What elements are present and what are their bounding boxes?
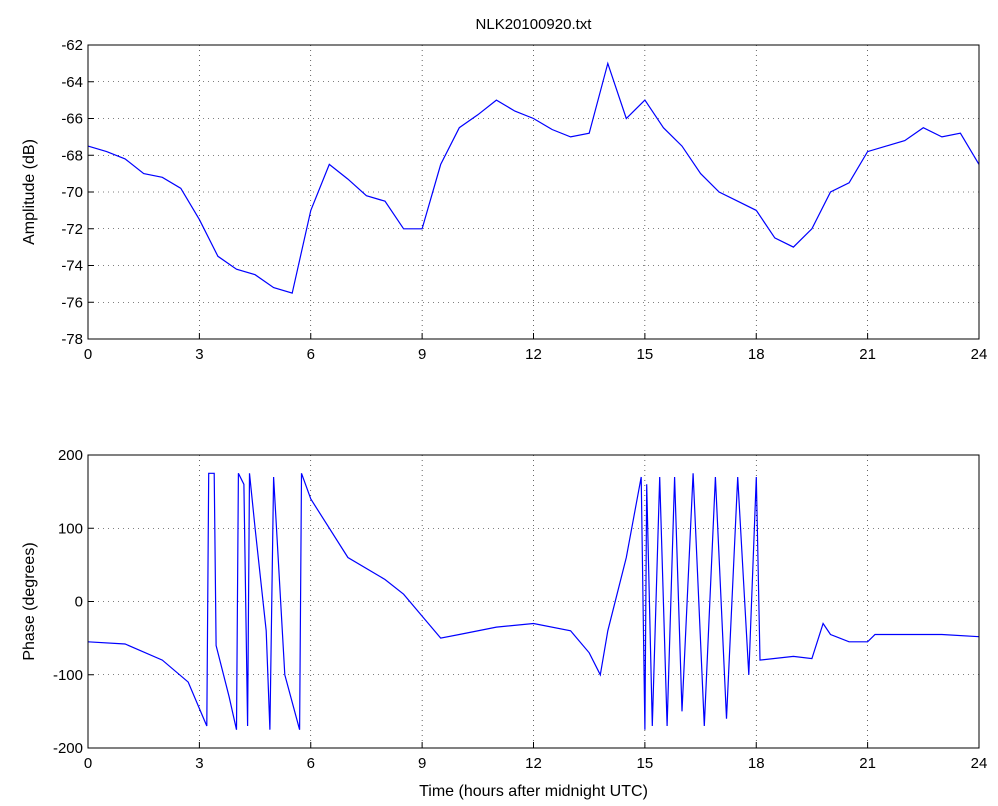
y-tick-label: 200	[58, 447, 83, 464]
y-axis-label: Amplitude (dB)	[21, 139, 38, 245]
axes-frame	[87, 44, 980, 340]
x-tick-label: 12	[525, 346, 542, 363]
x-tick-label: 15	[637, 346, 654, 363]
x-tick-label: 24	[971, 346, 988, 363]
x-tick-label: 9	[418, 755, 426, 772]
x-tick-label: 9	[418, 346, 426, 363]
x-tick-label: 21	[859, 346, 876, 363]
x-tick-label: 18	[748, 755, 765, 772]
y-axis-label: Phase (degrees)	[21, 542, 38, 660]
y-tick-label: -64	[61, 74, 83, 91]
x-tick-label: 6	[307, 346, 315, 363]
y-tick-label: -72	[61, 221, 83, 238]
x-tick-label: 6	[307, 755, 315, 772]
x-axis-label: Time (hours after midnight UTC)	[419, 783, 648, 800]
data-line	[87, 472, 980, 730]
x-tick-label: 3	[195, 346, 203, 363]
x-tick-label: 24	[971, 755, 988, 772]
x-tick-label: 18	[748, 346, 765, 363]
axes-frame	[87, 454, 980, 749]
chart-title: NLK20100920.txt	[476, 16, 593, 33]
y-tick-label: -74	[61, 258, 83, 275]
x-tick-label: 0	[84, 346, 92, 363]
x-tick-label: 0	[84, 755, 92, 772]
x-tick-label: 15	[637, 755, 654, 772]
y-tick-label: -100	[53, 667, 83, 684]
x-tick-label: 3	[195, 755, 203, 772]
y-tick-label: -66	[61, 111, 83, 128]
y-tick-label: -62	[61, 37, 83, 54]
y-tick-label: -78	[61, 331, 83, 348]
y-tick-label: -76	[61, 294, 83, 311]
y-tick-label: -200	[53, 740, 83, 757]
y-tick-label: 100	[58, 520, 83, 537]
x-tick-label: 21	[859, 755, 876, 772]
y-tick-label: -70	[61, 184, 83, 201]
y-tick-label: -68	[61, 147, 83, 164]
x-tick-label: 12	[525, 755, 542, 772]
y-tick-label: 0	[75, 594, 83, 611]
data-line	[87, 61, 980, 294]
